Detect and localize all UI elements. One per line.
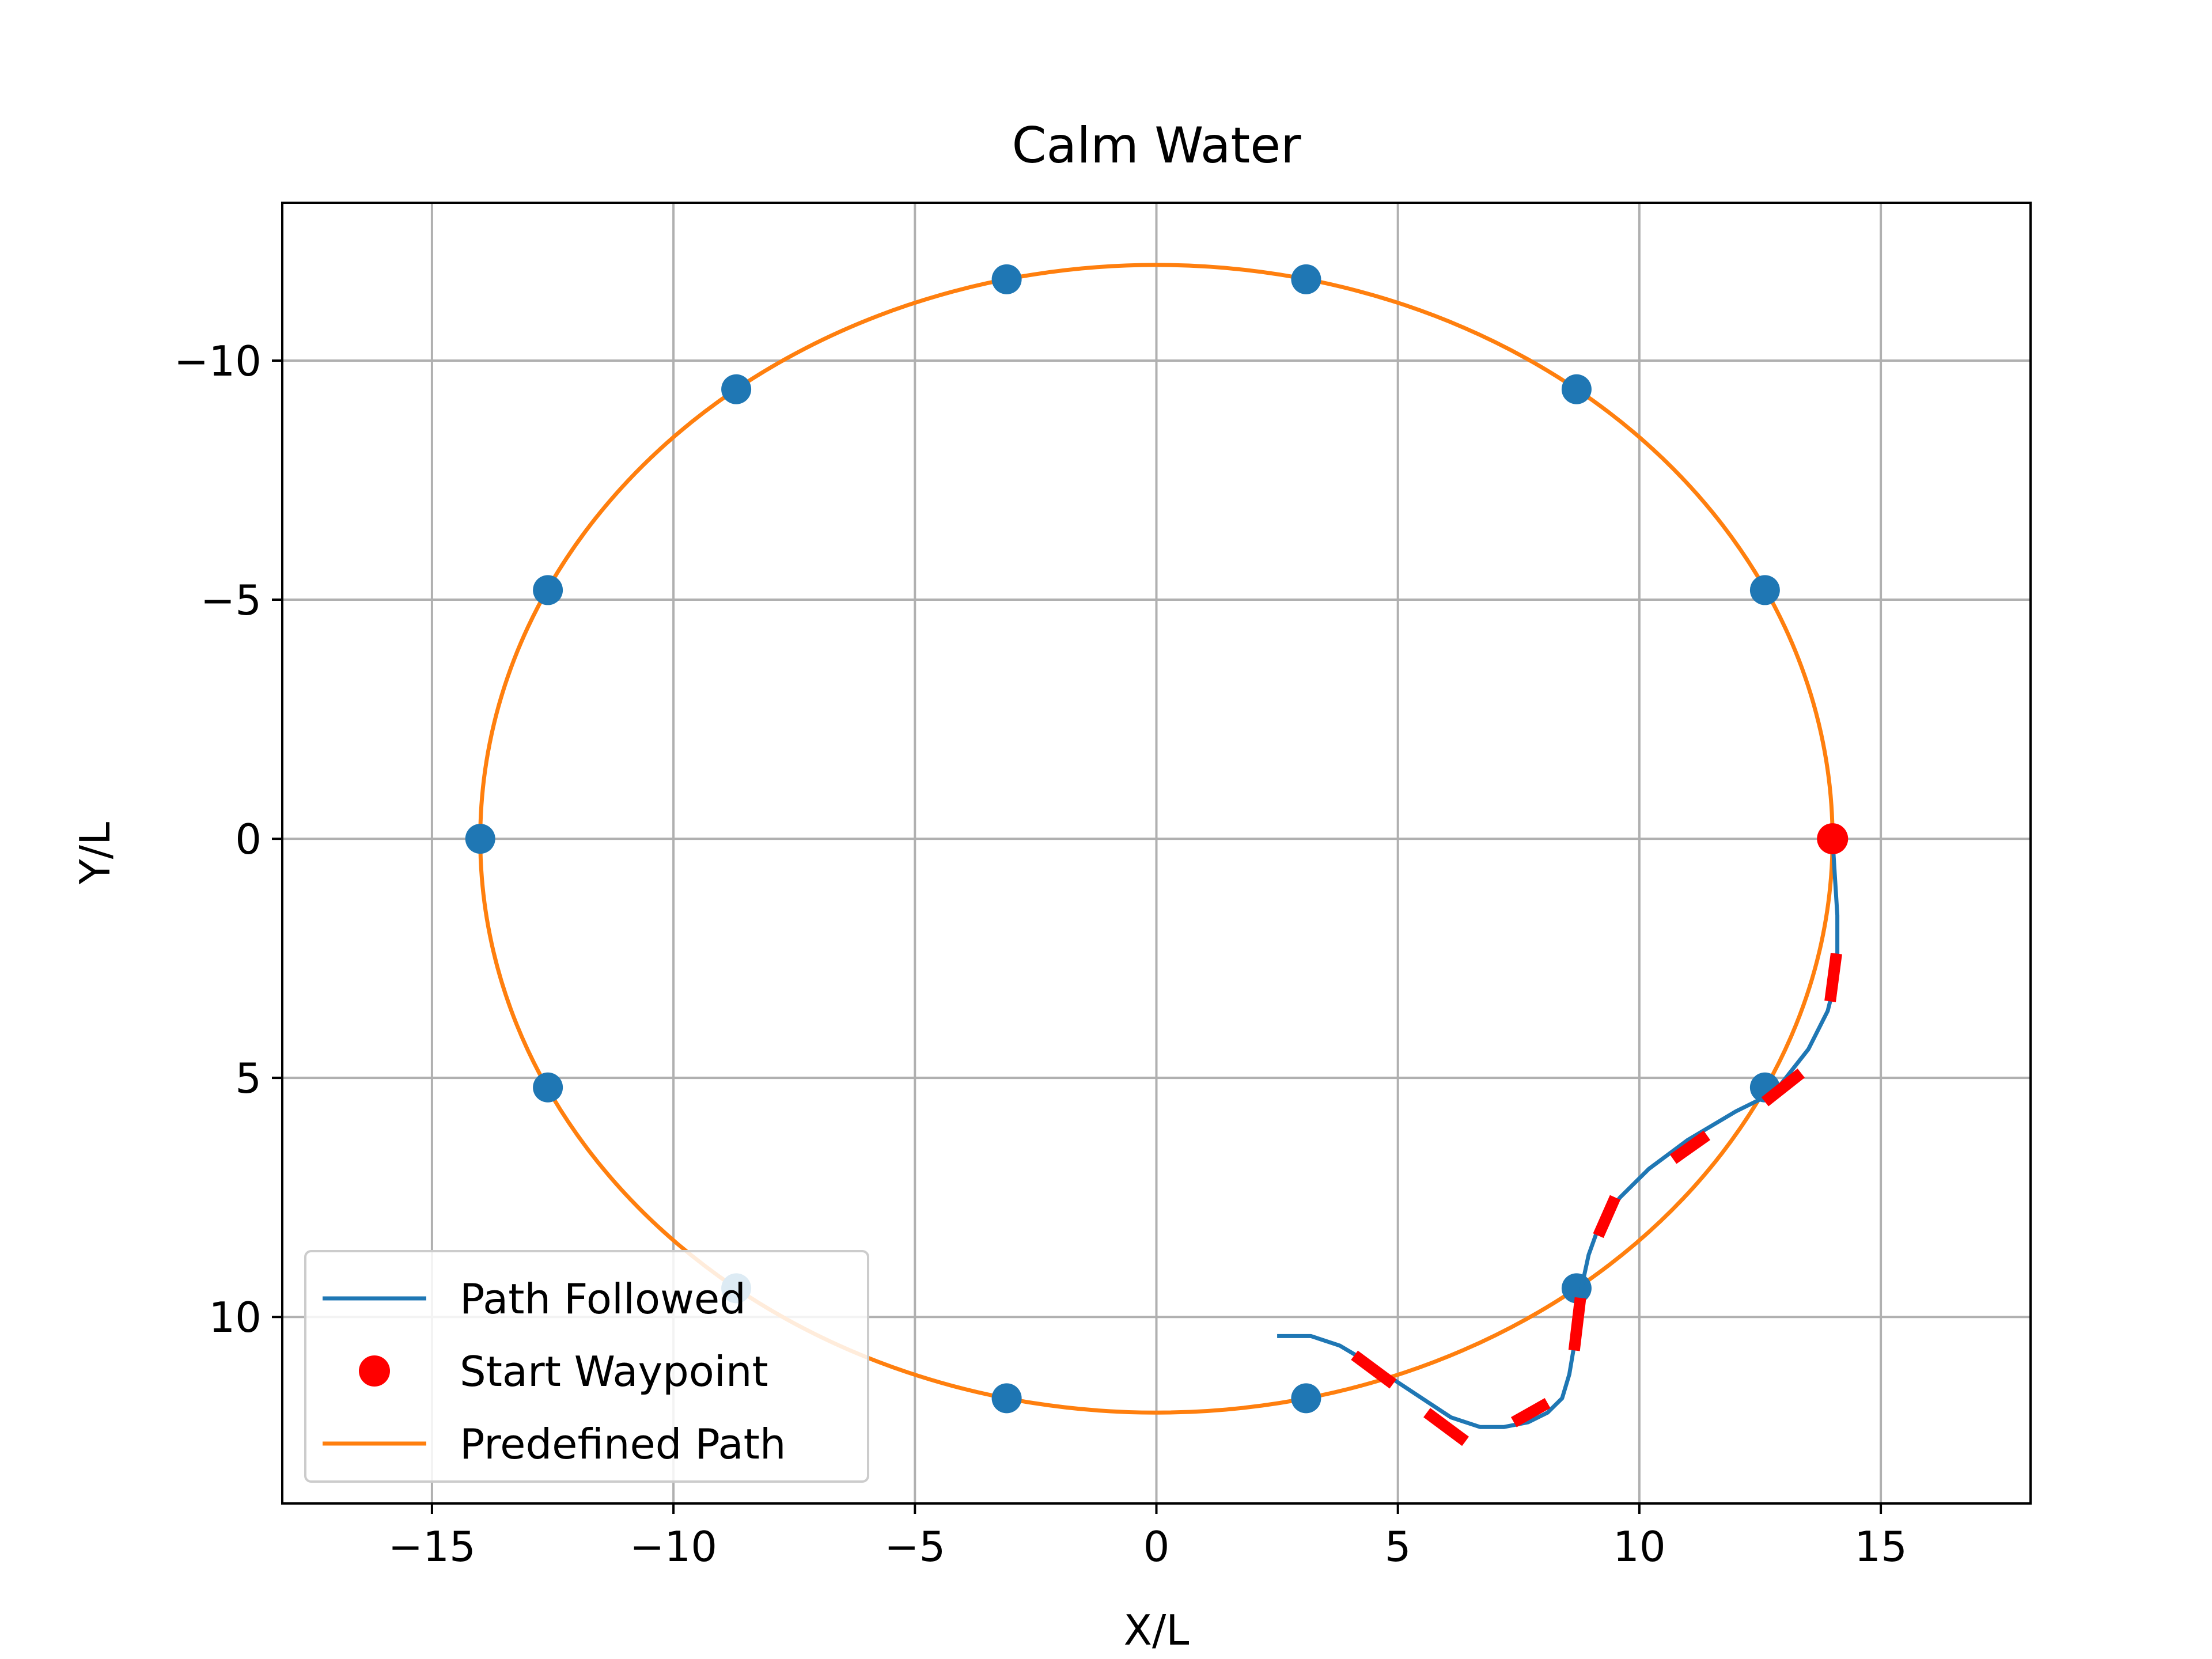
heading-marker xyxy=(1423,1408,1469,1446)
waypoint-marker xyxy=(533,575,563,605)
y-axis-label: Y/L xyxy=(71,822,119,885)
x-tick-label: −15 xyxy=(388,1522,476,1571)
chart-title: Calm Water xyxy=(1012,117,1302,175)
legend: Path Followed Start Waypoint Predefined … xyxy=(304,1250,869,1483)
y-tick-label: 10 xyxy=(209,1293,262,1342)
legend-box xyxy=(304,1250,869,1483)
waypoint-marker xyxy=(1561,374,1592,404)
heading-marker xyxy=(1568,1297,1586,1351)
start-waypoint-marker xyxy=(1817,823,1849,855)
heading-marker xyxy=(1351,1350,1397,1389)
waypoint-marker xyxy=(991,264,1022,294)
legend-label-path-followed: Path Followed xyxy=(460,1275,746,1323)
y-tick-label: −10 xyxy=(174,337,262,385)
legend-label-start-waypoint: Start Waypoint xyxy=(460,1347,768,1396)
legend-label-predefined-path: Predefined Path xyxy=(460,1420,786,1468)
waypoint-marker xyxy=(721,374,752,404)
y-tick-label: 0 xyxy=(235,815,262,863)
grid xyxy=(282,203,2031,1503)
x-tick-label: 10 xyxy=(1613,1522,1666,1571)
waypoint-marker xyxy=(1291,264,1321,294)
x-axis-ticks: −15 −10 −5 0 5 10 15 xyxy=(388,1503,1907,1571)
heading-marker xyxy=(1824,953,1842,1002)
y-tick-label: −5 xyxy=(200,576,262,624)
y-axis-ticks: −10 −5 0 5 10 xyxy=(174,337,282,1342)
waypoint-marker xyxy=(1291,1383,1321,1414)
legend-swatch-start-waypoint xyxy=(359,1355,390,1387)
heading-marker xyxy=(1510,1397,1551,1427)
waypoint-marker xyxy=(465,824,495,854)
y-tick-label: 5 xyxy=(235,1054,262,1103)
x-tick-label: −5 xyxy=(884,1522,945,1571)
plot-area xyxy=(465,263,1849,1446)
waypoint-marker xyxy=(1749,575,1780,605)
x-tick-label: 5 xyxy=(1385,1522,1411,1571)
heading-marker xyxy=(1669,1130,1711,1164)
heading-marker xyxy=(1593,1195,1621,1238)
waypoint-marker xyxy=(991,1383,1022,1414)
waypoint-marker xyxy=(533,1072,563,1103)
x-tick-label: 15 xyxy=(1854,1522,1907,1571)
x-tick-label: 0 xyxy=(1143,1522,1170,1571)
x-tick-label: −10 xyxy=(630,1522,717,1571)
x-axis-label: X/L xyxy=(1124,1606,1190,1654)
heading-marker xyxy=(1761,1069,1805,1107)
